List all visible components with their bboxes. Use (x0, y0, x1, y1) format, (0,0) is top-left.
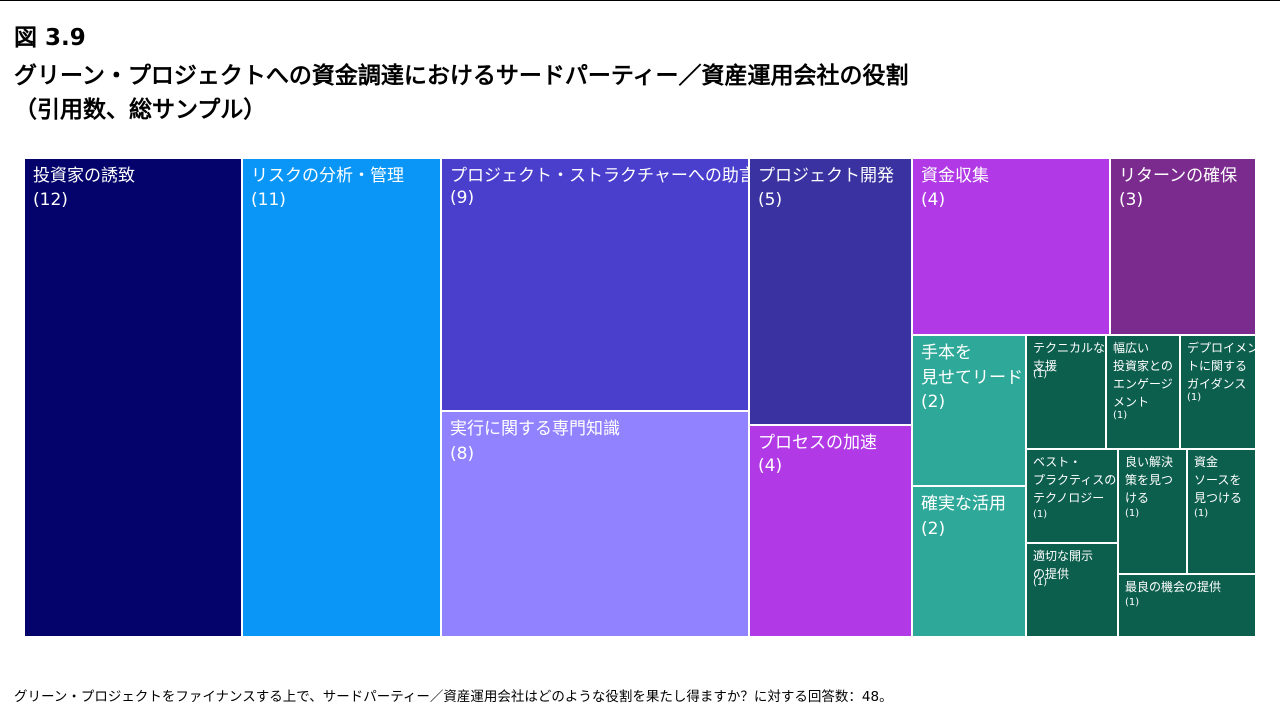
treemap-cell-4: 実行に関する専門知識 (8) (441, 411, 749, 637)
treemap-cell-label: 投資家の誘致 (33, 166, 135, 186)
treemap-cell-value: (3) (1119, 190, 1144, 210)
treemap-cell-value: (1) (1113, 410, 1128, 421)
treemap-cell-label: リスクの分析・管理 (251, 166, 404, 186)
treemap-cell-value: (2) (921, 392, 946, 412)
treemap-cell-label: プロジェクト・ストラクチャーへの助言 (450, 166, 749, 186)
treemap-cell-9: 手本を 見せてリード (2) (912, 335, 1026, 486)
treemap-cell-value: (1) (1194, 508, 1209, 519)
treemap-cell-3: プロジェクト・ストラクチャーへの助言 (9) (441, 158, 749, 411)
treemap-cell-label: 良い解決 策を見つ ける (1125, 455, 1174, 505)
treemap-cell-10: 確実な活用 (2) (912, 486, 1026, 637)
treemap-cell-5: プロジェクト開発 (5) (749, 158, 912, 425)
treemap-cell-value: (1) (1125, 508, 1140, 519)
treemap-cell-value: (1) (1033, 369, 1048, 380)
treemap-cell-11: テクニカルな 支援 (1) (1026, 335, 1106, 449)
treemap-cell-value: (12) (33, 190, 68, 210)
treemap-cell-label: 実行に関する専門知識 (450, 419, 620, 439)
treemap-cell-value: (1) (1125, 597, 1140, 608)
treemap-cell-15: 良い解決 策を見つ ける (1) (1118, 449, 1187, 574)
treemap-cell-14: ベスト・ プラクティスの テクノロジー (1) (1026, 449, 1118, 543)
chart-title: グリーン・プロジェクトへの資金調達におけるサードパーティー／資産運用会社の役割 … (14, 63, 909, 123)
treemap-cell-value: (11) (251, 190, 286, 210)
treemap-cell-label: リターンの確保 (1119, 166, 1238, 186)
treemap-cell-7: 資金収集 (4) (912, 158, 1110, 335)
treemap-cell-label: 確実な活用 (921, 494, 1006, 514)
treemap-cell-value: (1) (1187, 392, 1202, 403)
treemap-cell-value: (2) (921, 519, 946, 539)
treemap-cell-value: (4) (921, 190, 946, 210)
treemap-cell-label: 幅広い 投資家との エンゲージ メント (1113, 341, 1173, 409)
treemap-cell-13: デプロイメン トに関する ガイダンス (1) (1180, 335, 1256, 449)
treemap-cell-label: テクニカルな 支援 (1033, 341, 1106, 373)
treemap-cell-value: (1) (1033, 577, 1048, 588)
treemap-cell-value: (4) (758, 456, 783, 476)
treemap-cell-18: 最良の機会の提供 (1) (1118, 574, 1256, 637)
treemap-cell-8: リターンの確保 (3) (1110, 158, 1256, 335)
treemap-cell-16: 資金 ソースを 見つける (1) (1187, 449, 1256, 574)
treemap-cell-17: 適切な開示 の提供 (1) (1026, 543, 1118, 637)
treemap-cell-value: (8) (450, 444, 475, 464)
treemap-cell-label: 資金 ソースを 見つける (1194, 455, 1243, 505)
treemap-cell-label: プロセスの加速 (758, 433, 877, 453)
treemap-cell-label: 資金収集 (921, 166, 989, 186)
treemap-cell-6: プロセスの加速 (4) (749, 425, 912, 637)
treemap-cell-2: リスクの分析・管理 (11) (242, 158, 441, 637)
figure-number: 図 3.9 (14, 25, 86, 51)
treemap-cell-label: 適切な開示 の提供 (1033, 549, 1094, 581)
treemap-cell-label: プロジェクト開発 (758, 166, 894, 186)
treemap-cell-12: 幅広い 投資家との エンゲージ メント (1) (1106, 335, 1180, 449)
treemap-cell-label: 最良の機会の提供 (1125, 580, 1222, 594)
treemap-cell-label: ベスト・ プラクティスの テクノロジー (1033, 455, 1117, 505)
top-rule (0, 0, 1280, 1)
treemap-cell-value: (9) (450, 188, 475, 208)
treemap-cell-label: デプロイメン トに関する ガイダンス (1187, 341, 1256, 391)
treemap-cell-label: 手本を 見せてリード (921, 343, 1023, 388)
treemap-cell-value: (1) (1033, 509, 1048, 520)
treemap-cell-value: (5) (758, 190, 783, 210)
treemap-cell-1: 投資家の誘致 (12) (24, 158, 242, 637)
footnote: グリーン・プロジェクトをファイナンスする上で、サードパーティー／資産運用会社はど… (14, 689, 893, 705)
